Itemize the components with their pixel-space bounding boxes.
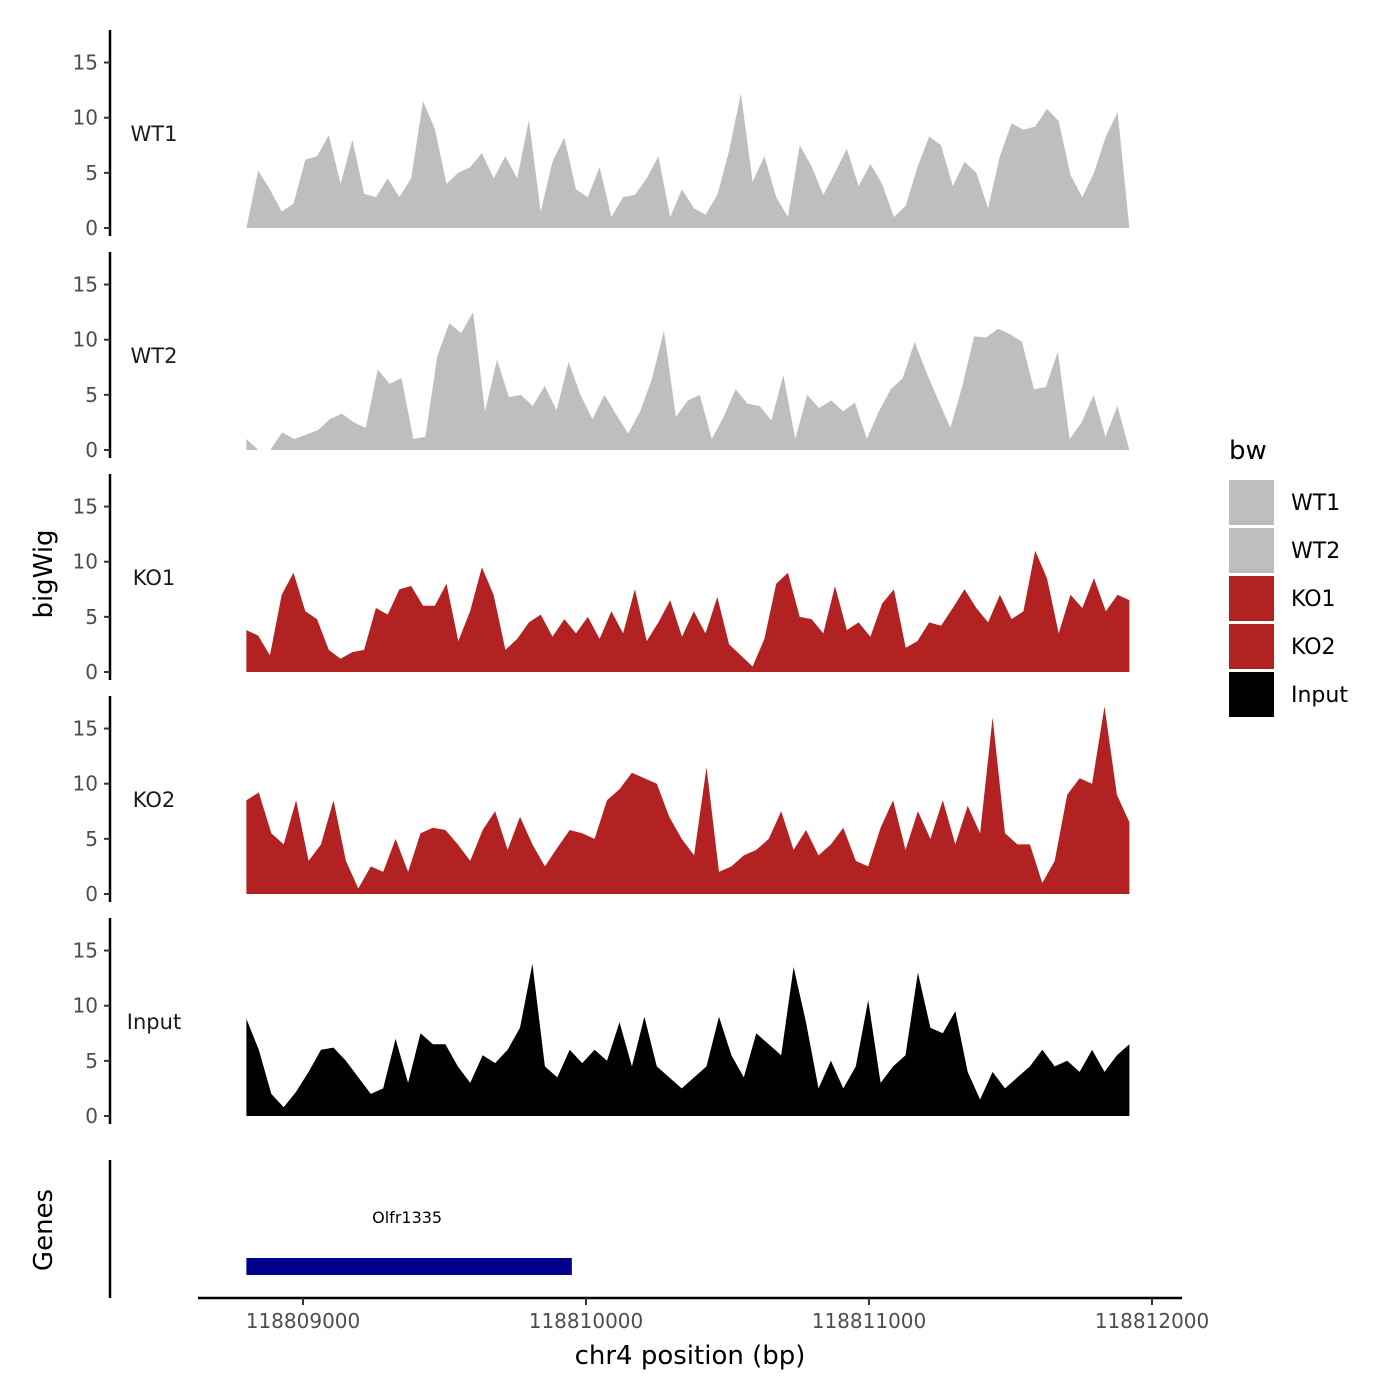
coverage-area-wt2 bbox=[246, 312, 1130, 450]
y-tick-label: 15 bbox=[73, 939, 98, 963]
y-tick-label: 0 bbox=[85, 882, 98, 906]
x-tick-label: 118810000 bbox=[529, 1309, 644, 1333]
track-label: Input bbox=[127, 1010, 181, 1034]
legend-label: WT1 bbox=[1291, 491, 1340, 516]
y-tick-label: 0 bbox=[85, 438, 98, 462]
coverage-area-ko2 bbox=[246, 706, 1130, 894]
y-tick-label: 5 bbox=[85, 827, 98, 851]
gene-label: Olfr1335 bbox=[372, 1208, 442, 1227]
x-axis: 118809000 118810000 118811000 118812000 bbox=[198, 1296, 1210, 1333]
x-tick-label: 118809000 bbox=[246, 1309, 361, 1333]
track-ko1: 0 5 10 15 KO1 bbox=[73, 474, 1130, 684]
y-tick-label: 5 bbox=[85, 383, 98, 407]
track-ko2: 0 5 10 15 KO2 bbox=[73, 696, 1130, 906]
y-tick-label: 10 bbox=[73, 550, 98, 574]
legend-label: KO1 bbox=[1291, 587, 1336, 612]
legend-label: Input bbox=[1291, 683, 1348, 708]
y-axis-title: bigWig bbox=[29, 529, 59, 618]
coverage-area-wt1 bbox=[246, 93, 1130, 229]
track-wt2: 0 5 10 15 WT2 bbox=[73, 252, 1130, 462]
track-label: WT1 bbox=[131, 122, 178, 146]
y-tick-label: 5 bbox=[85, 1049, 98, 1073]
y-tick-label: 15 bbox=[73, 51, 98, 75]
coverage-area-input bbox=[246, 963, 1130, 1116]
x-tick-label: 118812000 bbox=[1095, 1309, 1210, 1333]
x-tick-label: 118811000 bbox=[812, 1309, 927, 1333]
y-tick-label: 0 bbox=[85, 216, 98, 240]
legend-key-input bbox=[1229, 672, 1274, 717]
legend-label: WT2 bbox=[1291, 539, 1340, 564]
track-label: KO2 bbox=[133, 788, 176, 812]
y-tick-label: 15 bbox=[73, 495, 98, 519]
gene-olfr1335: Olfr1335 bbox=[246, 1208, 572, 1275]
legend-key-ko1 bbox=[1229, 576, 1274, 621]
gene-body bbox=[246, 1258, 572, 1275]
track-wt1: 0 5 10 15 WT1 bbox=[73, 30, 1130, 240]
track-label: WT2 bbox=[131, 344, 178, 368]
y-tick-label: 5 bbox=[85, 605, 98, 629]
legend-key-ko2 bbox=[1229, 624, 1274, 669]
y-tick-label: 15 bbox=[73, 273, 98, 297]
gene-track-panel: Olfr1335 bbox=[108, 1160, 572, 1298]
coverage-area-ko1 bbox=[246, 550, 1130, 672]
y-tick-label: 10 bbox=[73, 328, 98, 352]
track-input: 0 5 10 15 Input bbox=[73, 918, 1130, 1128]
x-axis-title: chr4 position (bp) bbox=[575, 1341, 806, 1371]
y-tick-label: 0 bbox=[85, 1104, 98, 1128]
legend-label: KO2 bbox=[1291, 635, 1336, 660]
y-tick-label: 0 bbox=[85, 660, 98, 684]
legend-title: bw bbox=[1229, 436, 1267, 466]
legend-key-wt1 bbox=[1229, 480, 1274, 525]
y-tick-label: 10 bbox=[73, 106, 98, 130]
gene-axis-title: Genes bbox=[29, 1189, 59, 1271]
legend-key-wt2 bbox=[1229, 528, 1274, 573]
y-tick-label: 10 bbox=[73, 994, 98, 1018]
y-tick-label: 5 bbox=[85, 161, 98, 185]
y-tick-label: 15 bbox=[73, 717, 98, 741]
track-label: KO1 bbox=[133, 566, 176, 590]
legend: bw WT1 WT2 KO1 KO2 Input bbox=[1229, 436, 1348, 717]
y-tick-label: 10 bbox=[73, 772, 98, 796]
track-panels: 0 5 10 15 WT1 0 5 10 15 WT2 0 5 10 15 KO1 0 5 10 15 KO2 0 5 10… bbox=[73, 30, 1130, 1128]
